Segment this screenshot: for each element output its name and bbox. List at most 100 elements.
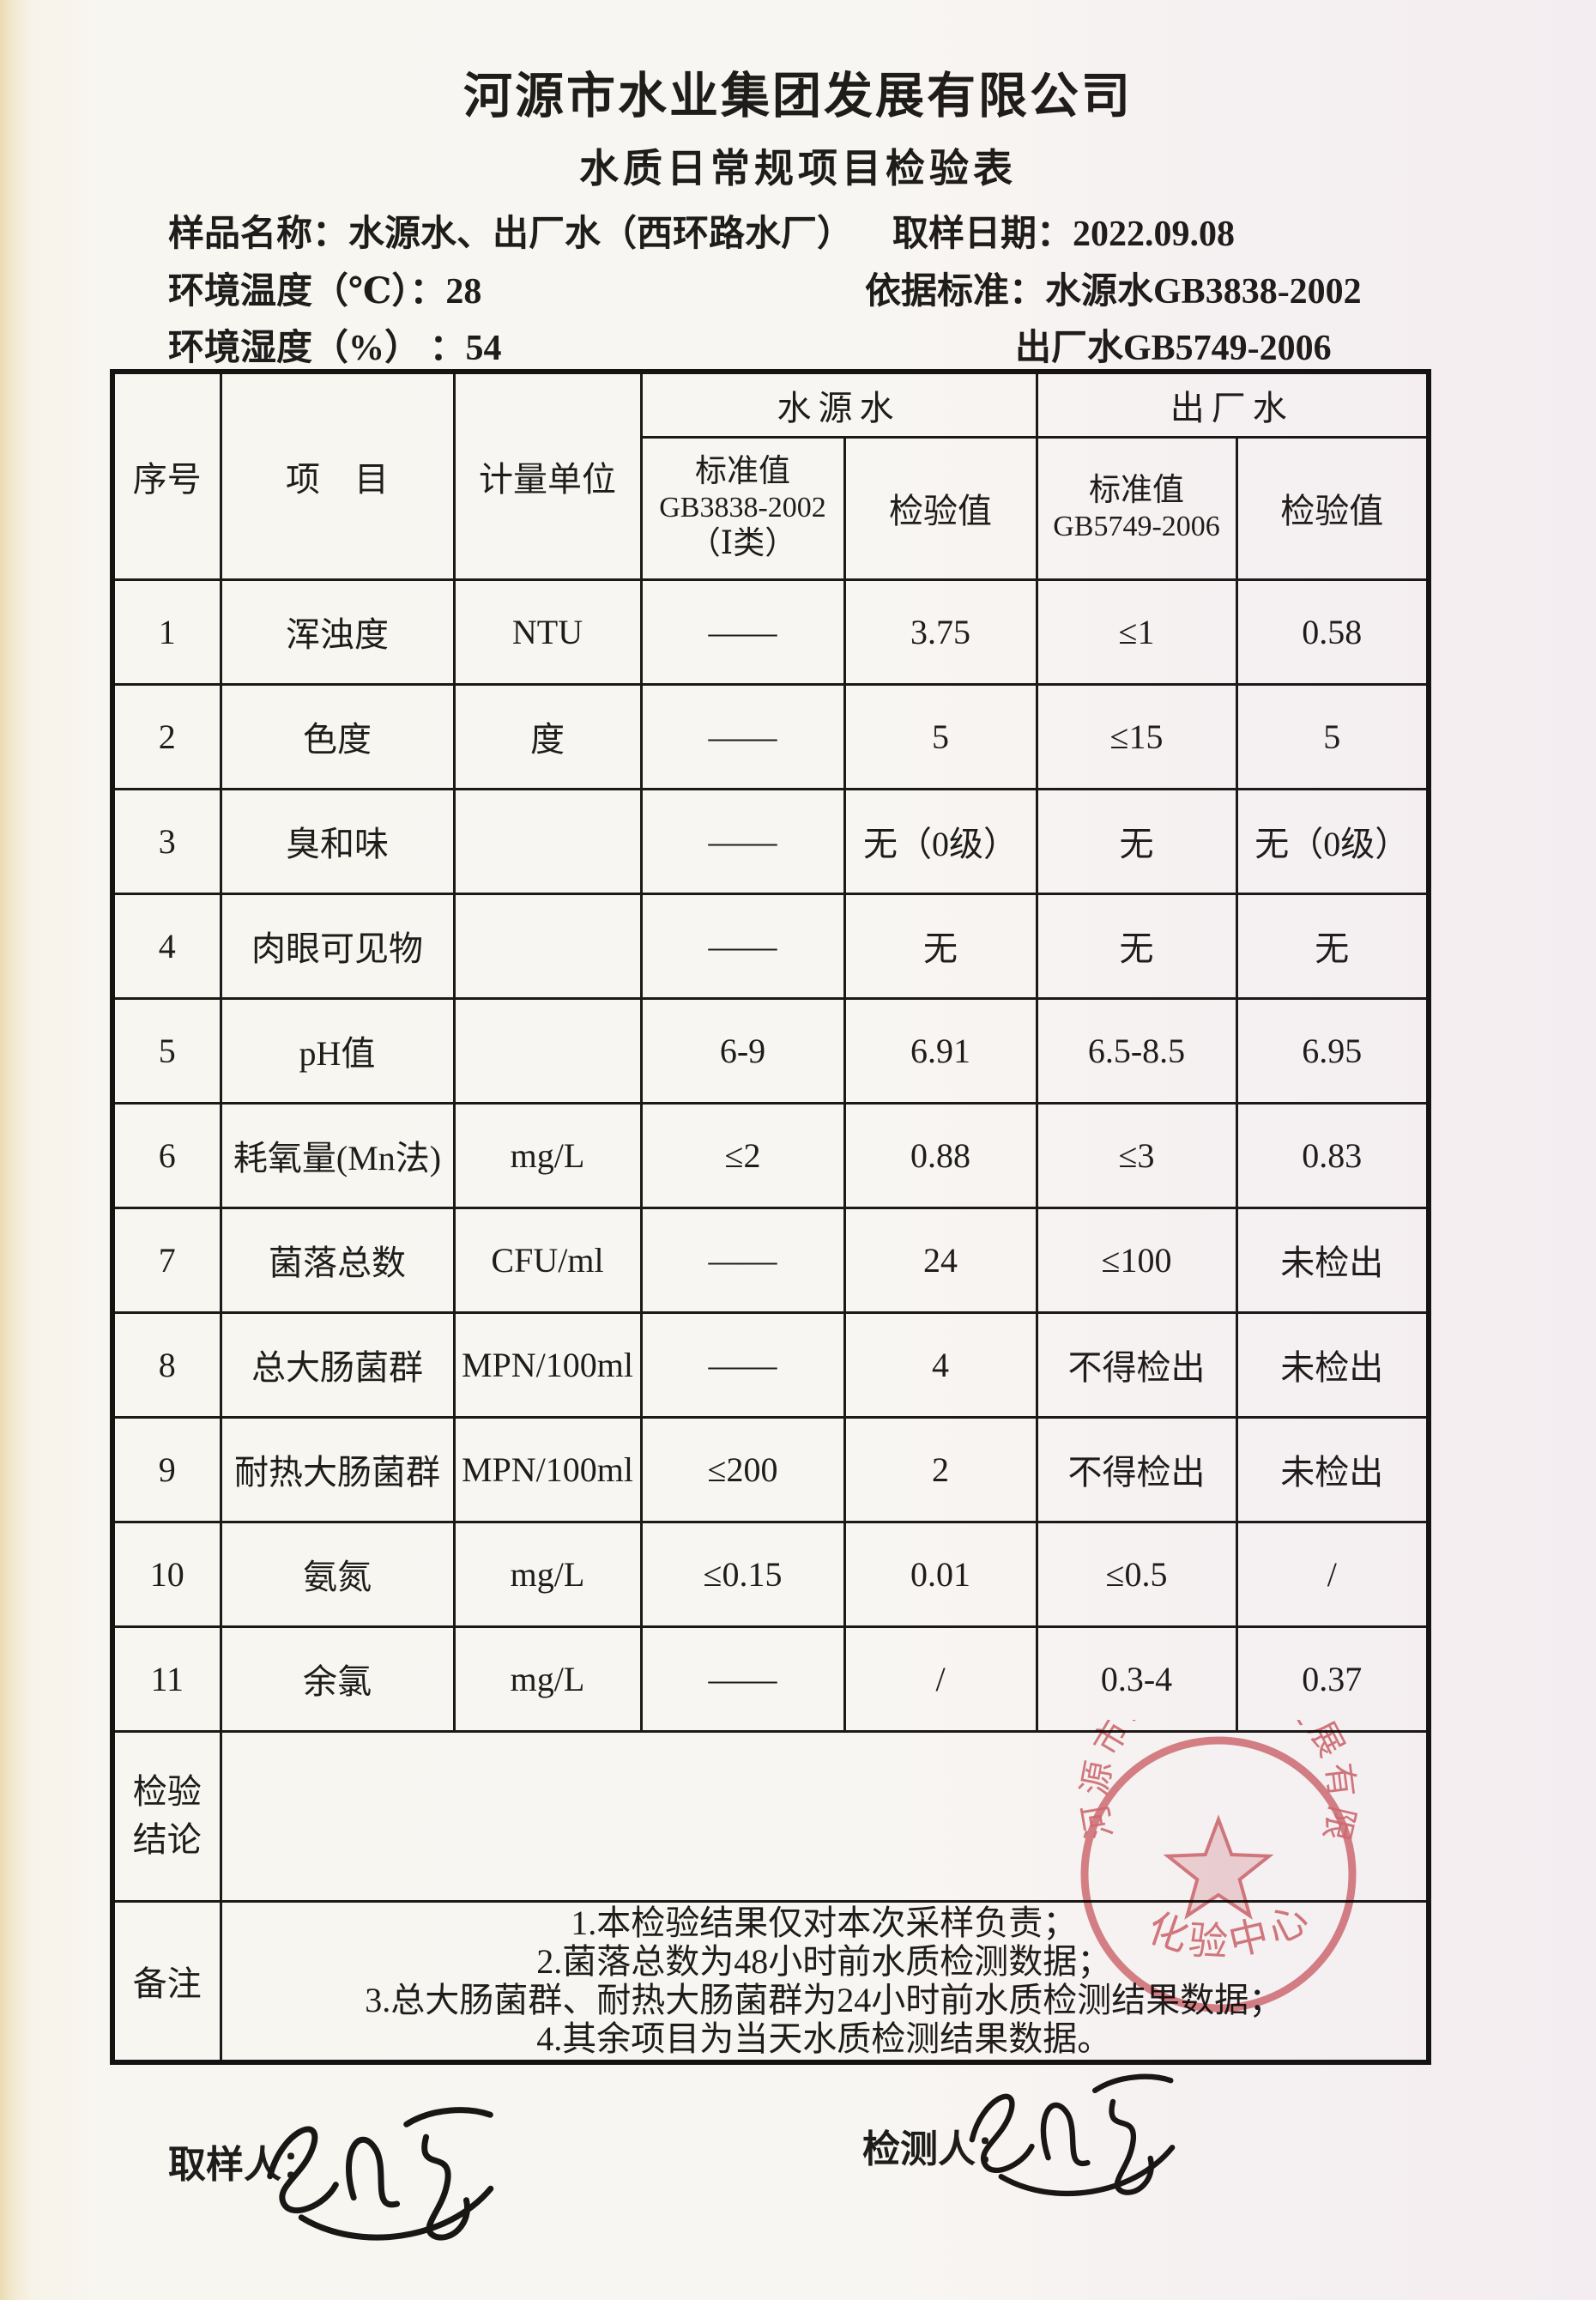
table-row: 5 pH值 6-9 6.91 6.5-8.5 6.95 bbox=[111, 996, 1430, 1105]
table-row: 9 耐热大肠菌群 MPN/100ml ≤200 2 不得检出 未检出 bbox=[111, 1415, 1430, 1523]
env-humidity-value: 54 bbox=[465, 329, 502, 368]
cell-item: 菌落总数 bbox=[219, 1206, 456, 1314]
standard-source-line3: （Ⅰ类） bbox=[688, 526, 797, 562]
cell-no: 8 bbox=[111, 1310, 222, 1419]
env-temperature: 环境温度（℃）：28 bbox=[168, 262, 481, 314]
cell-item: pH值 bbox=[219, 996, 456, 1105]
table-group-header-row: 序号 项 目 计量单位 水源水 出厂水 bbox=[111, 370, 1430, 581]
cell-val-source: 无（0级） bbox=[843, 787, 1038, 895]
cell-std-factory: 6.5-8.5 bbox=[1035, 996, 1238, 1105]
cell-val-source: 5 bbox=[843, 682, 1038, 790]
cell-item: 耗氧量(Mn法) bbox=[219, 1101, 456, 1209]
table-row: 2 色度 度 —— 5 ≤15 5 bbox=[111, 682, 1430, 790]
table-row: 10 氨氮 mg/L ≤0.15 0.01 ≤0.5 / bbox=[111, 1520, 1430, 1628]
table-row: 3 臭和味 —— 无（0级） 无 无（0级） bbox=[111, 787, 1430, 895]
cell-unit: 度 bbox=[452, 682, 643, 790]
cell-no: 1 bbox=[111, 578, 222, 686]
cell-std-source: ≤2 bbox=[639, 1101, 846, 1209]
cell-val-source: 24 bbox=[843, 1206, 1038, 1314]
remarks-row: 备注 1.本检验结果仅对本次采样负责； 2.菌落总数为48小时前水质检测数据； … bbox=[111, 1899, 1430, 2064]
conclusion-label: 检验 结论 bbox=[111, 1729, 222, 1903]
standard-source-line2: GB3838-2002 bbox=[659, 491, 826, 524]
cell-item: 总大肠菌群 bbox=[219, 1310, 456, 1419]
reference-standard-source: 水源水GB3838-2002 bbox=[1045, 272, 1362, 312]
cell-unit: mg/L bbox=[452, 1625, 643, 1733]
cell-std-source: —— bbox=[639, 682, 846, 790]
cell-item: 余氯 bbox=[219, 1625, 456, 1733]
col-header-standard-source: 标准值 GB3838-2002 （Ⅰ类） bbox=[639, 435, 846, 581]
cell-no: 3 bbox=[111, 787, 222, 895]
cell-std-source: —— bbox=[639, 578, 846, 686]
cell-no: 2 bbox=[111, 682, 222, 790]
table-row: 6 耗氧量(Mn法) mg/L ≤2 0.88 ≤3 0.83 bbox=[111, 1101, 1430, 1209]
cell-std-factory: ≤1 bbox=[1035, 578, 1238, 686]
cell-std-factory: 不得检出 bbox=[1035, 1415, 1238, 1523]
table-row: 7 菌落总数 CFU/ml —— 24 ≤100 未检出 bbox=[111, 1206, 1430, 1314]
cell-std-factory: ≤15 bbox=[1035, 682, 1238, 790]
env-humidity: 环境湿度（%） ：54 bbox=[168, 318, 502, 371]
cell-std-factory: 不得检出 bbox=[1035, 1310, 1238, 1419]
reference-standard-label: 依据标准： bbox=[865, 272, 1046, 312]
table-sub-header-row: 标准值 GB3838-2002 （Ⅰ类） 检验值 标准值 GB5749-2006… bbox=[112, 435, 1430, 581]
table-row: 8 总大肠菌群 MPN/100ml —— 4 不得检出 未检出 bbox=[111, 1310, 1430, 1419]
sample-date: 取样日期：2022.09.08 bbox=[892, 204, 1235, 257]
sampler-label: 取样人： bbox=[168, 2144, 319, 2186]
table-row: 4 肉眼可见物 —— 无 无 无 bbox=[111, 892, 1430, 1000]
cell-val-factory: 未检出 bbox=[1235, 1206, 1430, 1314]
cell-val-factory: 0.58 bbox=[1235, 578, 1430, 686]
cell-val-factory: 未检出 bbox=[1235, 1310, 1430, 1419]
cell-no: 10 bbox=[111, 1520, 222, 1628]
cell-item: 耐热大肠菌群 bbox=[219, 1415, 456, 1523]
cell-std-source: —— bbox=[639, 787, 846, 895]
cell-std-factory: 0.3-4 bbox=[1035, 1625, 1238, 1733]
remarks-content: 1.本检验结果仅对本次采样负责； 2.菌落总数为48小时前水质检测数据； 3.总… bbox=[219, 1899, 1430, 2064]
cell-item: 肉眼可见物 bbox=[219, 892, 456, 1000]
cell-val-source: 0.01 bbox=[843, 1520, 1038, 1628]
cell-unit bbox=[452, 892, 643, 1000]
sample-name-label: 样品名称： bbox=[168, 215, 349, 254]
remarks-label: 备注 bbox=[111, 1899, 222, 2064]
col-header-item: 项 目 bbox=[219, 370, 456, 581]
cell-val-factory: 无（0级） bbox=[1235, 787, 1430, 895]
env-temperature-label: 环境温度（℃）： bbox=[168, 272, 446, 312]
cell-item: 色度 bbox=[219, 682, 456, 790]
page-title: 河源市水业集团发展有限公司 bbox=[463, 70, 1133, 124]
sample-name: 样品名称：水源水、出厂水（西环路水厂） bbox=[168, 204, 853, 257]
cell-std-factory: ≤0.5 bbox=[1035, 1520, 1238, 1628]
cell-val-source: 4 bbox=[843, 1310, 1038, 1419]
col-header-no: 序号 bbox=[111, 370, 222, 581]
cell-val-factory: 5 bbox=[1235, 682, 1430, 790]
col-header-check-source: 检验值 bbox=[843, 435, 1038, 581]
cell-val-source: 6.91 bbox=[843, 996, 1038, 1105]
cell-unit: CFU/ml bbox=[452, 1206, 643, 1314]
standard-factory-line1: 标准值 bbox=[1089, 473, 1184, 509]
cell-std-factory: ≤3 bbox=[1035, 1101, 1238, 1209]
sample-date-value: 2022.09.08 bbox=[1073, 215, 1236, 254]
cell-no: 4 bbox=[111, 892, 222, 1000]
remark-line: 3.总大肠菌群、耐热大肠菌群为24小时前水质检测结果数据； bbox=[365, 1981, 1284, 2020]
col-header-standard-factory: 标准值 GB5749-2006 bbox=[1035, 435, 1238, 581]
conclusion-value bbox=[219, 1729, 1430, 1903]
cell-val-source: 无 bbox=[843, 892, 1038, 1000]
cell-unit bbox=[452, 996, 643, 1105]
group-header-source-water: 水源水 bbox=[639, 370, 1038, 439]
cell-val-factory: 未检出 bbox=[1235, 1415, 1430, 1523]
remark-line: 4.其余项目为当天水质检测结果数据。 bbox=[536, 2019, 1112, 2059]
cell-val-source: 0.88 bbox=[843, 1101, 1038, 1209]
cell-std-source: —— bbox=[639, 1310, 846, 1419]
cell-item: 氨氮 bbox=[219, 1520, 456, 1628]
cell-item: 臭和味 bbox=[219, 787, 456, 895]
cell-no: 11 bbox=[111, 1625, 222, 1733]
cell-std-factory: 无 bbox=[1035, 787, 1238, 895]
group-header-factory-water: 出厂水 bbox=[1035, 370, 1430, 439]
conclusion-row: 检验 结论 bbox=[111, 1729, 1430, 1903]
cell-std-source: ≤0.15 bbox=[639, 1520, 846, 1628]
cell-std-source: —— bbox=[639, 892, 846, 1000]
env-temperature-value: 28 bbox=[445, 272, 482, 312]
reference-standard-factory: 出厂水GB5749-2006 bbox=[1015, 329, 1332, 368]
cell-no: 7 bbox=[111, 1206, 222, 1314]
cell-val-factory: 0.83 bbox=[1235, 1101, 1430, 1209]
remark-line: 2.菌落总数为48小时前水质检测数据； bbox=[536, 1942, 1112, 1982]
sample-name-value: 水源水、出厂水（西环路水厂） bbox=[348, 215, 854, 254]
